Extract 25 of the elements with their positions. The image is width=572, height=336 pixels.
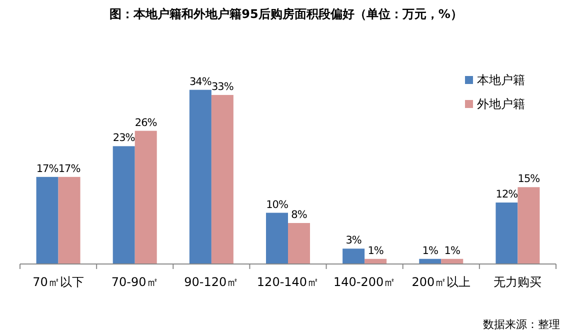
legend-label: 本地户籍 (477, 73, 525, 87)
x-tick-label: 140-200㎡ (334, 275, 396, 289)
x-tick-label: 90-120㎡ (184, 275, 239, 289)
data-label: 12% (496, 188, 518, 201)
data-label: 3% (346, 234, 362, 247)
x-tick-label: 200㎡以上 (412, 275, 471, 289)
data-label: 15% (518, 173, 540, 186)
legend-label: 外地户籍 (477, 97, 525, 111)
data-label: 10% (266, 198, 288, 211)
data-label: 17% (36, 162, 59, 175)
data-label: 26% (134, 116, 158, 129)
data-label: 34% (190, 76, 212, 88)
data-label: 1% (422, 244, 438, 257)
data-label: 23% (112, 132, 136, 144)
data-label: 1% (368, 244, 384, 257)
x-tick-label: 70㎡以下 (32, 275, 84, 289)
source-note: 数据来源：整理 (483, 318, 560, 331)
x-tick-label: 无力购买 (494, 275, 542, 289)
data-label: 33% (212, 80, 234, 93)
chart-title: 图：本地户籍和外地户籍95后购房面积段偏好（单位：万元，%） (110, 7, 462, 21)
data-label: 1% (444, 244, 460, 257)
data-label: 17% (58, 162, 81, 175)
x-tick-label: 70-90㎡ (111, 275, 158, 289)
x-tick-label: 120-140㎡ (256, 275, 320, 289)
data-label: 8% (291, 209, 308, 222)
